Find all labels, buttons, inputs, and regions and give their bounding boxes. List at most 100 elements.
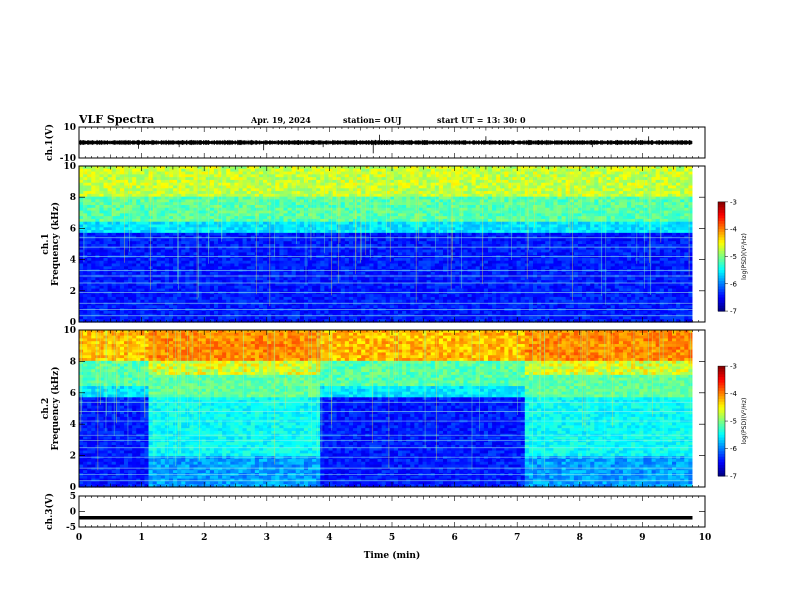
spectrogram-cell <box>295 280 301 284</box>
spectrogram-cell <box>250 196 256 201</box>
spectrogram-cell <box>222 199 227 203</box>
spectrogram-cell <box>361 257 366 262</box>
spectrogram-cell <box>140 313 146 318</box>
spectrogram-cell <box>393 244 399 248</box>
spectrogram-cell <box>312 294 317 298</box>
spectrogram-cell <box>193 313 199 318</box>
spectrogram-cell <box>402 280 407 284</box>
spectrogram-cell <box>361 171 366 175</box>
spectrogram-cell <box>320 288 325 292</box>
spectrogram-cell <box>250 191 256 195</box>
spectrogram-cell <box>348 249 354 253</box>
spectrogram-cell <box>283 241 289 245</box>
spectrogram-cell <box>83 179 88 184</box>
spectrogram-cell <box>336 296 342 301</box>
spectrogram-cell <box>181 280 186 284</box>
spectrogram-cell <box>320 221 325 226</box>
spectrogram-cell <box>418 182 424 187</box>
spectrogram-cell <box>385 257 391 262</box>
spectrogram-cell <box>83 246 88 251</box>
spectrogram-cell <box>91 305 96 309</box>
spectrogram-cell <box>185 241 191 245</box>
spectrogram-cell <box>430 216 436 220</box>
spectrogram-cell <box>103 202 109 206</box>
spectrogram-cell <box>185 238 191 242</box>
spectrogram-cell <box>410 260 415 265</box>
spectrogram-cell <box>242 310 248 315</box>
spectrogram-cell <box>267 171 272 175</box>
spectrogram-cell <box>385 166 391 170</box>
spectrogram-cell <box>132 302 137 306</box>
spectrogram-cell <box>275 224 280 228</box>
spectrogram-cell <box>316 260 321 265</box>
spectrogram-cell <box>426 310 432 315</box>
spectrogram-cell <box>267 227 272 231</box>
spectrogram-cell <box>308 232 313 237</box>
spectrogram-cell <box>213 174 219 178</box>
spectrogram-cell <box>267 207 272 212</box>
spectrogram-cell <box>287 177 293 181</box>
spectrogram-cell <box>271 296 276 301</box>
spectrogram-cell <box>246 182 252 187</box>
spectrogram-cell <box>230 252 236 256</box>
spectrogram-cell <box>402 266 407 270</box>
spectrogram-cell <box>365 216 370 220</box>
spectrogram-cell <box>218 255 223 259</box>
spectrogram-cell <box>156 179 162 184</box>
spectrogram-cell <box>140 171 146 175</box>
spectrogram-cell <box>152 271 158 276</box>
spectrogram-cell <box>144 285 150 290</box>
spectrogram-cell <box>385 196 391 201</box>
spectrogram-cell <box>148 257 154 262</box>
spectrogram-cell <box>136 168 141 173</box>
spectrogram-cell <box>287 246 293 251</box>
spectrogram-cell <box>426 202 432 206</box>
spectrogram-cell <box>369 291 375 295</box>
spectrogram-cell <box>369 252 375 256</box>
spectrogram-cell <box>177 305 182 309</box>
spectrogram-cell <box>308 227 313 231</box>
spectrogram-cell <box>193 316 199 320</box>
spectrogram-cell <box>258 310 264 315</box>
spectrogram-cell <box>353 310 358 315</box>
spectrogram-cell <box>156 235 162 240</box>
spectrogram-cell <box>344 202 350 206</box>
spectrogram-cell <box>312 313 317 318</box>
spectrogram-cell <box>426 271 432 276</box>
spectrogram-cell <box>132 319 137 323</box>
spectrogram-cell <box>254 213 260 217</box>
spectrogram-cell <box>230 185 236 189</box>
spectrogram-cell <box>312 232 317 237</box>
spectrogram-cell <box>140 291 146 295</box>
spectrogram-cell <box>185 283 191 287</box>
spectrogram-cell <box>156 291 162 295</box>
spectrogram-cell <box>230 168 236 173</box>
spectrogram-cell <box>312 241 317 245</box>
spectrogram-cell <box>140 224 146 228</box>
spectrogram-cell <box>213 285 219 290</box>
spectrogram-cell <box>189 191 195 195</box>
spectrogram-cell <box>123 177 129 181</box>
spectrogram-cell <box>177 271 182 276</box>
spectrogram-cell <box>279 263 285 267</box>
spectrogram-cell <box>168 188 174 192</box>
spectrogram-cell <box>140 319 146 323</box>
spectrogram-cell <box>87 177 92 181</box>
spectrogram-cell <box>213 310 219 315</box>
spectrogram-cell <box>430 196 436 201</box>
spectrogram-cell <box>422 199 428 203</box>
spectrogram-cell <box>422 244 428 248</box>
spectrogram-cell <box>287 193 293 198</box>
spectrogram-cell <box>197 191 203 195</box>
spectrogram-cell <box>402 310 407 315</box>
spectrogram-cell <box>168 313 174 318</box>
spectrogram-cell <box>205 280 211 284</box>
spectrogram-cell <box>87 246 92 251</box>
spectrogram-cell <box>279 171 285 175</box>
spectrogram-cell <box>365 255 370 259</box>
spectrogram-cell <box>398 213 403 217</box>
spectrogram-cell <box>136 230 141 234</box>
spectrogram-cell <box>103 257 109 262</box>
spectrogram-cell <box>230 171 236 175</box>
spectrogram-cell <box>357 294 362 298</box>
